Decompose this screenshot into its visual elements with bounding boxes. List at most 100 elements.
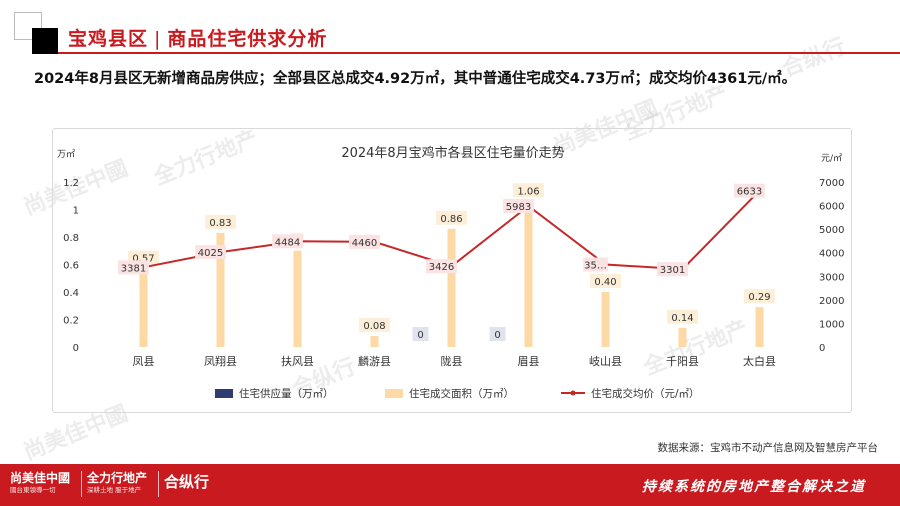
deal-data-label: 0.14 (671, 313, 693, 324)
brand-hezongxing: 合纵行 (164, 471, 209, 493)
left-tick-label: 0.8 (63, 233, 79, 244)
chart: 2024年8月宝鸡市各县区住宅量价走势 万㎡ 元/㎡ 0 0.2 0.4 0.6 0.8 1 1.… (57, 145, 844, 400)
legend-swatch-deal (385, 389, 403, 398)
header-deco-square (32, 28, 58, 54)
deal-label-box (513, 183, 544, 198)
brand-name: 合纵行 (164, 473, 210, 491)
title-separator: | (154, 28, 162, 50)
category-label: 麟游县 (358, 354, 391, 368)
brand-name: 全力行地产 (87, 471, 148, 485)
right-tick-label: 5000 (819, 225, 844, 236)
left-tick-label: 0.6 (63, 261, 79, 272)
header-deco-outline (14, 12, 42, 40)
data-source: 数据来源：宝鸡市不动产信息网及智慧房产平台 (657, 442, 879, 454)
brand-quanlixing: 全力行地产 深耕土地 服于地产 (87, 471, 147, 495)
deal-bar (447, 228, 456, 347)
legend-label-deal: 住宅成交面积（万㎡） (409, 387, 514, 400)
left-tick-label: 0 (73, 343, 79, 354)
left-tick-label: 0.2 (63, 316, 79, 327)
supply-label-box (412, 327, 429, 341)
right-tick-label: 0 (819, 343, 825, 354)
page-title-left: 宝鸡县区 (68, 28, 149, 50)
deal-bar (678, 327, 687, 347)
legend-label-supply: 住宅供应量（万㎡） (239, 387, 334, 400)
price-data-label: 5983 (506, 202, 531, 213)
deal-label-box (590, 274, 621, 288)
deal-data-label: 0.57 (132, 254, 154, 265)
category-label: 凤翔县 (204, 354, 237, 368)
price-label-box (657, 262, 688, 277)
category-label: 扶风县 (281, 354, 314, 368)
deal-bar (755, 307, 764, 347)
deal-label-box (359, 318, 390, 332)
price-data-label: 4025 (198, 248, 223, 259)
deal-bar (216, 232, 225, 347)
chart-title: 2024年8月宝鸡市各县区住宅量价走势 (341, 145, 564, 161)
price-label-box (195, 245, 226, 260)
brand-tag: 國台東領導一切 (10, 486, 56, 494)
deal-data-label: 0.83 (209, 218, 231, 229)
deal-data-label: 0.86 (440, 214, 462, 225)
legend-label-price: 住宅成交均价（元/㎡） (591, 387, 700, 400)
right-axis-unit: 元/㎡ (821, 153, 842, 164)
price-label-box (426, 259, 457, 274)
right-tick-label: 3000 (819, 272, 844, 283)
brand-divider (158, 471, 160, 497)
category-label: 眉县 (518, 355, 540, 368)
left-axis-unit: 万㎡ (57, 149, 75, 160)
category-label: 岐山县 (589, 355, 622, 368)
category-label: 千阳县 (666, 355, 699, 368)
brand-divider (81, 471, 83, 497)
supply-label-box (489, 327, 506, 341)
brand-tag: 深耕土地 服于地产 (87, 486, 142, 494)
price-label-box (734, 183, 765, 198)
deal-label-box (205, 214, 236, 229)
right-tick-label: 6000 (819, 202, 844, 213)
right-tick-label: 2000 (819, 296, 844, 307)
deal-label-box (744, 289, 775, 304)
legend-swatch-supply (215, 389, 233, 398)
legend-marker-price (570, 390, 576, 396)
page-title-right: 商品住宅供求分析 (167, 28, 328, 50)
brand-name: 尚美佳中國 (10, 471, 71, 485)
deal-bar (601, 292, 610, 347)
page-title: 宝鸡县区 | 商品住宅供求分析 (68, 24, 327, 51)
price-data-label: 35… (584, 261, 607, 272)
supply-data-label: 0 (494, 330, 500, 341)
deal-data-label: 0.08 (363, 321, 385, 332)
left-tick-label: 0.4 (63, 288, 79, 299)
deal-data-label: 1.06 (517, 186, 539, 197)
price-label-box (349, 234, 380, 249)
brand-shangmeijia: 尚美佳中國 國台東領導一切 (10, 471, 70, 495)
price-data-label: 6633 (737, 187, 762, 198)
deal-bar (524, 201, 533, 347)
footer-bar: 尚美佳中國 國台東領導一切 全力行地产 深耕土地 服于地产 合纵行 持续系统的房… (0, 464, 900, 506)
deal-bar (370, 336, 379, 347)
price-data-label: 4484 (275, 237, 300, 248)
price-data-label: 3426 (429, 262, 454, 273)
price-label-box (272, 234, 303, 249)
category-label: 凤县 (133, 355, 155, 368)
price-label-box (118, 260, 149, 275)
right-tick-label: 4000 (819, 249, 844, 260)
left-tick-label: 1 (73, 206, 79, 217)
right-tick-label: 1000 (819, 319, 844, 330)
supply-data-label: 0 (417, 330, 423, 341)
footer-slogan: 持续系统的房地产整合解决之道 (642, 479, 866, 495)
price-data-label: 3381 (121, 263, 146, 274)
category-label: 太白县 (743, 354, 776, 368)
header-underline (58, 20, 900, 54)
price-data-label: 4460 (352, 238, 377, 249)
deal-label-box (667, 309, 698, 324)
price-label-box (503, 198, 534, 213)
deal-label-box (436, 210, 467, 225)
deal-bar (293, 250, 302, 347)
price-label-box (583, 257, 608, 272)
right-tick-label: 7000 (819, 178, 844, 189)
left-tick-label: 1.2 (63, 178, 79, 189)
footer-brands: 尚美佳中國 國台東領導一切 全力行地产 深耕土地 服于地产 合纵行 (10, 471, 215, 497)
chart-frame: 2024年8月宝鸡市各县区住宅量价走势 万㎡ 元/㎡ 0 0.2 0.4 0.6 0.8 1 1.… (52, 128, 852, 413)
category-label: 陇县 (441, 354, 463, 368)
deal-data-label: 0.40 (594, 277, 616, 288)
price-data-label: 3301 (660, 265, 685, 276)
